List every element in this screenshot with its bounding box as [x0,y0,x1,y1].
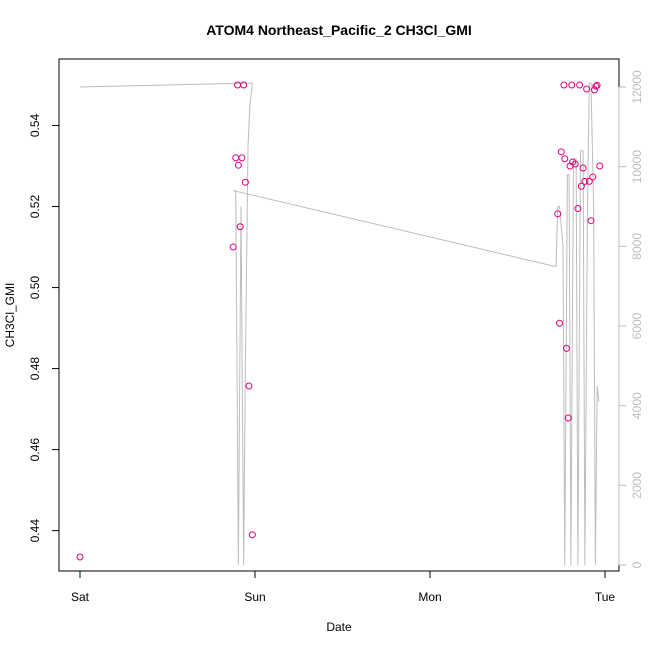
data-point [577,182,585,190]
data-point [557,148,565,156]
data-point [554,210,562,218]
y-axis-label: CH3Cl_GMI [3,283,17,348]
x-axis-label: Date [326,620,352,634]
data-point [583,85,591,93]
y-tick-label: 0.50 [28,276,42,300]
data-point [236,223,244,231]
y-tick-label: 0.48 [28,357,42,381]
data-point [234,161,242,169]
data-point [245,382,253,390]
y-tick-label: 0.46 [28,438,42,462]
y2-tick-label: 4000 [630,392,644,419]
x-axis: Sat Sun Mon Tue [71,570,616,604]
data-point [571,160,579,168]
data-point [581,177,589,185]
y2-tick-label: 0 [630,561,644,568]
y2-tick-label: 10000 [630,150,644,184]
altitude-line [79,82,600,566]
data-point [241,178,249,186]
data-point [248,531,256,539]
data-point [556,319,563,327]
data-point [596,162,604,170]
data-point [76,553,84,561]
data-point [229,243,237,251]
data-point [564,414,572,422]
data-point [585,177,593,185]
plot-frame [58,58,620,572]
data-point [592,82,600,90]
data-point [232,154,240,162]
x-tick-label: Sat [71,590,90,604]
data-point [579,164,587,172]
data-point [576,81,584,89]
y2-tick-label: 6000 [630,312,644,339]
data-point [561,155,569,163]
y-axis-left: 0.44 0.46 0.48 0.50 0.52 0.54 [28,113,60,543]
y2-tick-label: 12000 [630,70,644,104]
data-point [587,217,595,225]
y2-tick-label: 2000 [630,472,644,499]
x-tick-label: Mon [418,590,441,604]
data-point [574,205,582,213]
x-tick-label: Sun [244,590,265,604]
data-point [568,81,576,89]
y-tick-label: 0.52 [28,195,42,219]
data-point [560,81,568,89]
data-point [240,81,248,89]
data-point [238,154,246,162]
y-tick-label: 0.54 [28,113,42,137]
data-point [563,344,570,352]
data-point [589,173,597,181]
series-layer [76,81,604,566]
x-tick-label: Tue [595,590,616,604]
data-point [591,86,598,94]
y-axis-right: 0 2000 4000 6000 8000 10000 12000 [618,70,644,568]
data-point [593,81,601,89]
y-tick-label: 0.44 [28,519,42,543]
y2-tick-label: 8000 [630,233,644,260]
chart-title: ATOM4 Northeast_Pacific_2 CH3Cl_GMI [206,22,472,38]
